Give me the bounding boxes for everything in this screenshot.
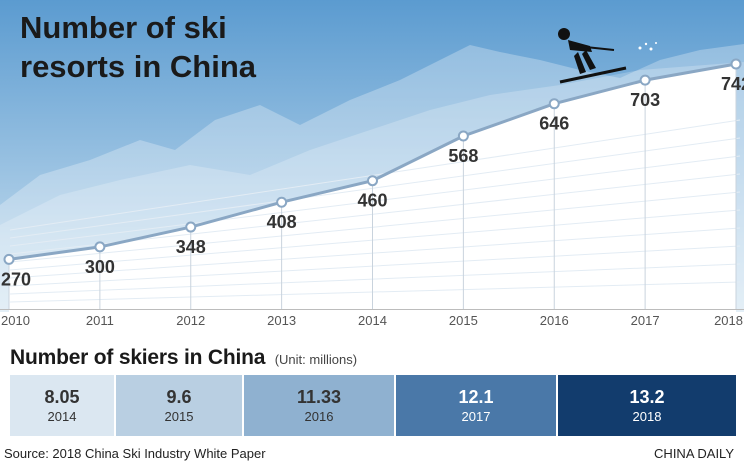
data-point bbox=[639, 74, 651, 86]
skier-year: 2015 bbox=[164, 408, 194, 424]
credit-label: CHINA DAILY bbox=[654, 446, 734, 461]
snow-streak bbox=[9, 209, 741, 271]
x-tick-label: 2014 bbox=[358, 313, 387, 328]
skier-value: 8.05 bbox=[44, 386, 80, 407]
skier-value: 13.2 bbox=[629, 386, 665, 407]
snow-streak bbox=[9, 245, 741, 287]
data-label: 703 bbox=[630, 90, 660, 110]
data-point bbox=[276, 196, 288, 208]
x-tick-label: 2013 bbox=[267, 313, 296, 328]
data-point bbox=[185, 221, 197, 233]
snow-streak bbox=[9, 191, 741, 263]
x-tick-label: 2012 bbox=[176, 313, 205, 328]
skier-cell-2015: 9.6 2015 bbox=[116, 375, 244, 436]
snow-streak bbox=[9, 119, 741, 231]
skiers-unit: (Unit: millions) bbox=[274, 352, 358, 367]
resorts-chart-svg: 270 2010 300 2011 348 2012 408 2013 460 2014 568 20… bbox=[0, 0, 744, 328]
skier-cell-2017: 12.1 2017 bbox=[396, 375, 558, 436]
data-point bbox=[94, 241, 106, 253]
skiers-header: Number of skiers in China (Unit: million… bbox=[10, 346, 357, 370]
data-label: 742 bbox=[721, 74, 744, 94]
snow-streak bbox=[9, 263, 741, 295]
data-label: 460 bbox=[357, 191, 387, 211]
x-tick-label: 2015 bbox=[449, 313, 478, 328]
data-label: 348 bbox=[176, 237, 206, 257]
skier-cell-2014: 8.05 2014 bbox=[10, 375, 116, 436]
data-label: 300 bbox=[85, 257, 115, 277]
data-label: 568 bbox=[448, 146, 478, 166]
data-label: 408 bbox=[267, 212, 297, 232]
data-point bbox=[457, 130, 469, 142]
data-point bbox=[367, 175, 378, 187]
skiers-title: Number of skiers in China bbox=[10, 346, 266, 369]
snow-streak bbox=[9, 137, 741, 239]
x-tick-label: 2018 bbox=[714, 313, 743, 328]
data-point bbox=[548, 98, 560, 110]
skier-year: 2014 bbox=[47, 408, 77, 424]
skier-cell-2016: 11.33 2016 bbox=[244, 375, 396, 436]
snow-streak bbox=[9, 281, 741, 303]
snow-streak bbox=[9, 227, 741, 279]
source-note: Source: 2018 China Ski Industry White Pa… bbox=[4, 446, 266, 461]
skier-cell-2018: 13.2 2018 bbox=[558, 375, 736, 436]
data-label: 646 bbox=[539, 114, 569, 134]
x-tick-label: 2017 bbox=[631, 313, 660, 328]
skier-year: 2017 bbox=[461, 408, 491, 424]
resorts-chart: 270 2010 300 2011 348 2012 408 2013 460 2014 568 20… bbox=[0, 0, 744, 328]
x-tick-label: 2010 bbox=[1, 313, 30, 328]
snow-streak bbox=[9, 155, 741, 247]
skiers-bars: 8.05 2014 9.6 2015 11.33 2016 12.1 2017 13.2 2018 bbox=[10, 375, 736, 436]
chart-title: Number of ski resorts in China bbox=[20, 10, 256, 84]
skier-year: 2016 bbox=[304, 408, 334, 424]
data-point bbox=[3, 253, 15, 265]
skier-year: 2018 bbox=[632, 408, 662, 424]
data-label: 270 bbox=[1, 269, 31, 289]
skier-icon bbox=[558, 28, 657, 84]
skier-value: 12.1 bbox=[458, 386, 494, 407]
x-tick-label: 2016 bbox=[540, 313, 569, 328]
x-tick-label: 2011 bbox=[86, 313, 114, 328]
skier-value: 11.33 bbox=[296, 386, 342, 407]
data-point bbox=[730, 58, 742, 70]
skier-value: 9.6 bbox=[166, 386, 192, 407]
